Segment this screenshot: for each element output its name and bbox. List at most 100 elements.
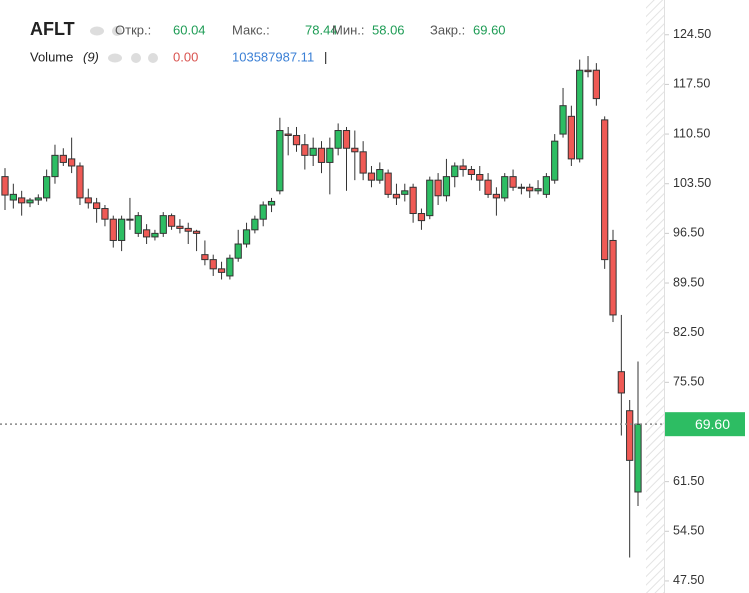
candle-body xyxy=(18,197,26,204)
candle-body xyxy=(376,169,384,181)
candle-body xyxy=(401,190,409,195)
candle-body xyxy=(576,69,584,160)
candle-body xyxy=(9,193,17,201)
candle-body xyxy=(634,423,642,493)
y-tick-label: 75.50 xyxy=(673,375,704,389)
open-value: 60.04 xyxy=(173,22,206,37)
candle-body xyxy=(526,186,534,192)
plot xyxy=(1,56,642,558)
open-label: Откр.: xyxy=(115,22,151,37)
candle-body xyxy=(392,193,401,199)
volume-ma: 0.00 xyxy=(173,49,198,64)
candle-body xyxy=(251,218,259,231)
candle-body xyxy=(367,172,376,181)
candle-body xyxy=(51,154,59,178)
y-tick-label: 47.50 xyxy=(673,573,704,587)
candle-body xyxy=(84,197,92,204)
candle-body xyxy=(276,130,284,192)
candle-body xyxy=(109,218,117,241)
candle-body xyxy=(451,165,459,178)
candle-body xyxy=(551,140,559,181)
y-tick-label: 110.50 xyxy=(673,126,710,140)
candle-body xyxy=(542,176,551,195)
candle-body xyxy=(226,257,234,277)
candle-body xyxy=(384,172,392,195)
candle-body xyxy=(534,188,542,192)
candle-body xyxy=(559,105,567,135)
candle-body xyxy=(426,179,434,217)
legend-icons xyxy=(90,26,158,63)
cursor: | xyxy=(324,49,327,64)
candle-body xyxy=(192,230,201,234)
candle-body xyxy=(334,130,342,149)
high-label: Макс.: xyxy=(232,22,270,37)
candle-body xyxy=(359,151,367,174)
candle-body xyxy=(209,259,217,270)
candle-body xyxy=(351,147,359,153)
close-label: Закр.: xyxy=(430,22,465,37)
candle-body xyxy=(517,186,526,189)
candle-body xyxy=(167,215,176,227)
candle-body xyxy=(467,169,476,175)
y-tick-label: 89.50 xyxy=(673,275,704,289)
candle-body xyxy=(242,229,251,245)
candle-body xyxy=(601,119,609,261)
candle-body xyxy=(159,215,167,234)
y-tick-label: 103.50 xyxy=(673,176,711,190)
candle-body xyxy=(434,179,442,197)
y-tick-label: 117.50 xyxy=(673,77,710,91)
candle-body xyxy=(34,197,42,201)
candle-body xyxy=(484,179,492,195)
candle-body xyxy=(76,165,84,199)
candle-body xyxy=(309,147,317,156)
candle-body xyxy=(43,176,51,199)
candle-body xyxy=(176,225,184,229)
candle-body xyxy=(151,232,159,238)
candle-body xyxy=(626,410,634,461)
volume-value: 103587987.11 xyxy=(232,49,314,64)
candle-body xyxy=(492,193,501,199)
high-value: 78.44 xyxy=(305,22,338,37)
close-value: 69.60 xyxy=(473,22,506,37)
candle-body xyxy=(609,239,617,316)
low-value: 58.06 xyxy=(372,22,405,37)
candle-body xyxy=(317,147,326,163)
y-tick-label: 124.50 xyxy=(673,27,711,41)
low-label: Мин.: xyxy=(332,22,365,37)
candle-body xyxy=(417,213,426,222)
candle-body xyxy=(409,186,417,215)
candle-body xyxy=(476,173,484,181)
candle-body xyxy=(201,254,209,261)
candle-body xyxy=(326,147,334,163)
candle-body xyxy=(584,69,592,73)
candle-body xyxy=(259,204,267,220)
candle-body xyxy=(68,158,76,167)
candle-body xyxy=(217,268,226,273)
candle-body xyxy=(101,208,109,220)
y-tick-label: 54.50 xyxy=(673,524,704,538)
candle-body xyxy=(292,134,301,146)
last-price-label: 69.60 xyxy=(695,416,730,432)
candle-body xyxy=(617,371,625,394)
candle-body xyxy=(267,200,276,206)
candle-body xyxy=(1,176,9,196)
y-tick-label: 82.50 xyxy=(673,325,704,339)
candle-body xyxy=(92,202,101,210)
candle-body xyxy=(142,229,151,238)
y-tick-label: 96.50 xyxy=(673,226,704,240)
candle-body xyxy=(509,176,517,188)
candle-body xyxy=(234,243,242,259)
last-price-box xyxy=(665,412,745,437)
legend-bg xyxy=(0,12,530,72)
volume-label: Volume xyxy=(30,49,73,64)
candle-body xyxy=(459,165,467,171)
candle-body xyxy=(342,130,351,149)
candle-body xyxy=(442,176,451,197)
candle-body xyxy=(59,154,67,163)
candle-body xyxy=(301,144,309,156)
candle-body xyxy=(26,199,34,204)
candle-body xyxy=(134,215,142,234)
candle-body xyxy=(567,115,575,160)
